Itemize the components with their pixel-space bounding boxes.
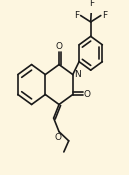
Text: O: O xyxy=(84,90,91,99)
Text: F: F xyxy=(89,0,94,8)
Text: F: F xyxy=(102,11,107,20)
Text: N: N xyxy=(74,70,81,79)
Text: F: F xyxy=(74,11,80,20)
Text: O: O xyxy=(56,41,63,51)
Text: O: O xyxy=(55,133,62,142)
